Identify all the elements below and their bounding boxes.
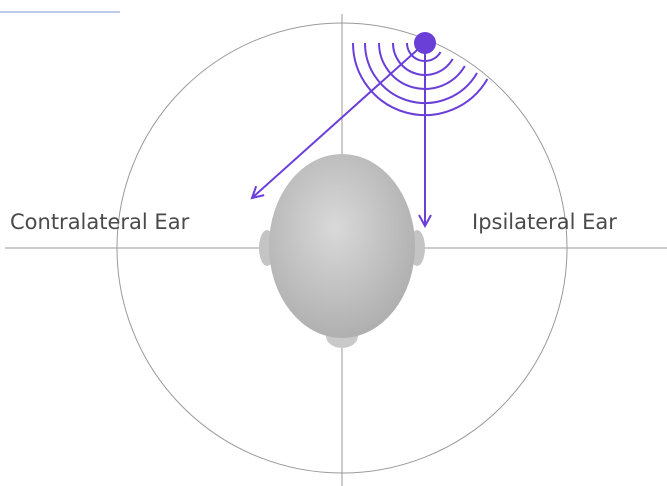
head-shape <box>269 154 415 338</box>
ipsilateral-label: Ipsilateral Ear <box>472 210 617 234</box>
head <box>259 154 425 348</box>
page: Contralateral Ear Ipsilateral Ear (() =>… <box>0 0 667 486</box>
diagram: Contralateral Ear Ipsilateral Ear <box>0 0 667 486</box>
sound-waves <box>353 43 487 115</box>
sound-source <box>414 32 436 54</box>
contralateral-label: Contralateral Ear <box>10 210 190 234</box>
